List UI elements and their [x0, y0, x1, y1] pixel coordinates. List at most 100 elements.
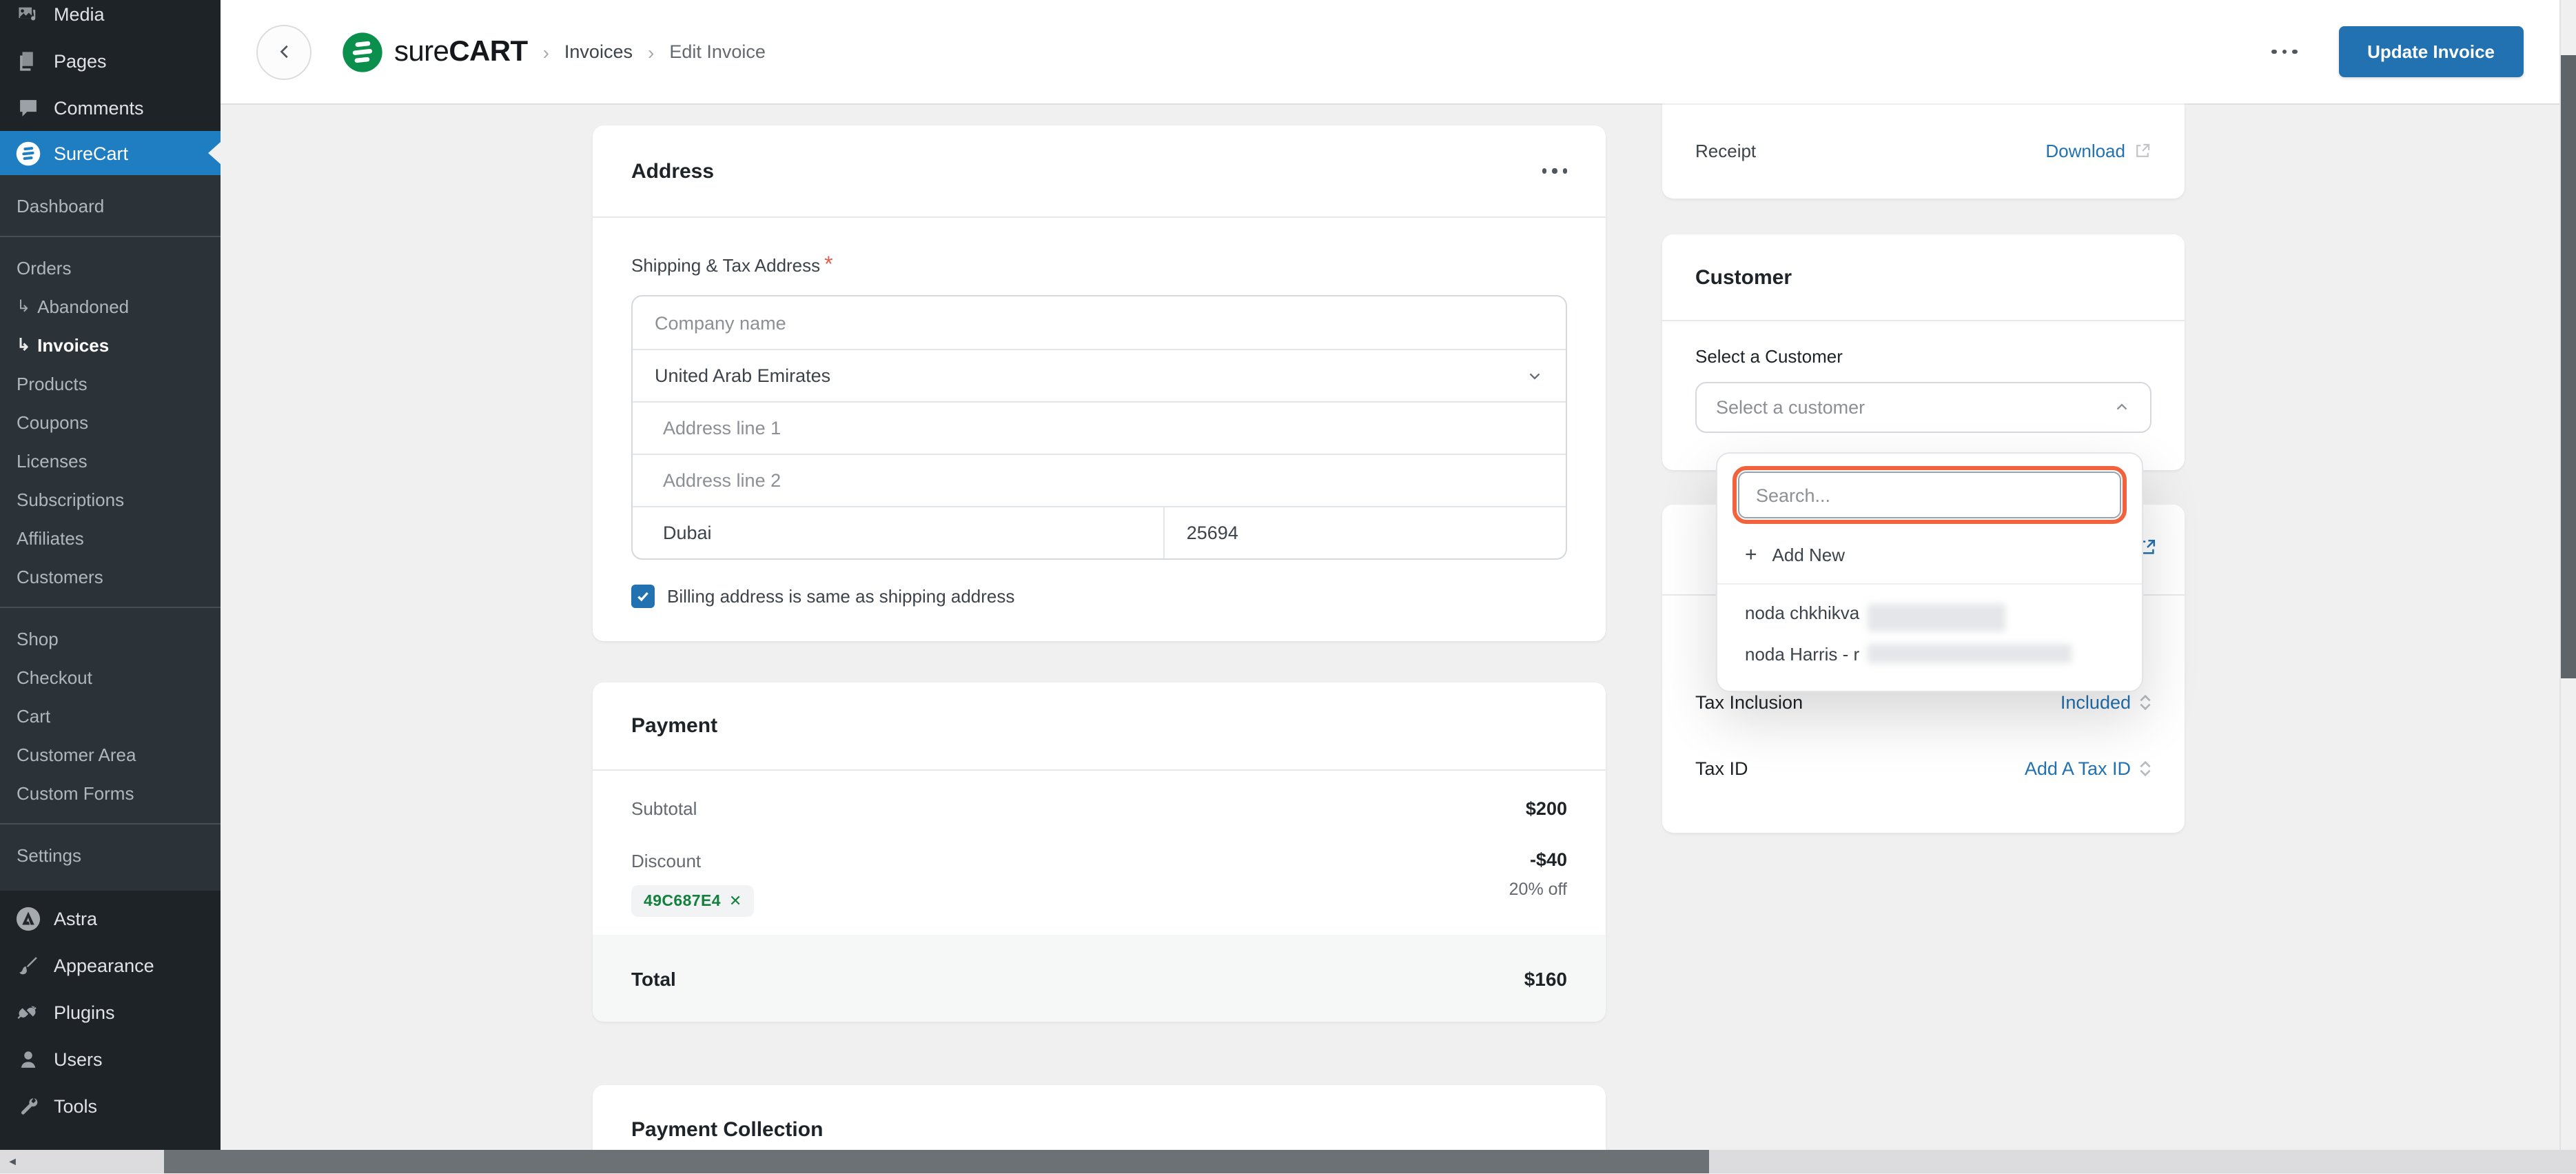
total-value: $160 — [1524, 967, 1567, 989]
subtotal-value: $200 — [1525, 798, 1567, 819]
receipt-label: Receipt — [1695, 141, 1757, 161]
breadcrumb-separator: › — [542, 41, 549, 63]
breadcrumb-edit-invoice: Edit Invoice — [669, 41, 766, 62]
payment-card: Payment Subtotal $200 Discount 49C687E4 … — [593, 682, 1606, 1022]
surecart-logo-icon — [343, 32, 382, 72]
sidebar-item-appearance[interactable]: Appearance — [0, 942, 221, 989]
sub-arrow-icon: ↳ — [17, 335, 31, 354]
back-button[interactable] — [256, 24, 311, 79]
customer-option[interactable]: noda Harris - r — [1717, 633, 2142, 674]
coupon-remove-icon[interactable]: ✕ — [728, 893, 742, 910]
sort-chevrons-icon — [2139, 761, 2151, 776]
sidebar-item-affiliates[interactable]: Affiliates — [17, 527, 84, 548]
sidebar-item-label: SureCart — [54, 143, 129, 163]
sidebar-item-products[interactable]: Products — [17, 373, 88, 394]
sidebar-item-subscriptions[interactable]: Subscriptions — [17, 489, 125, 509]
country-select[interactable]: United Arab Emirates — [633, 349, 1566, 401]
address-card: Address Shipping & Tax Address* United A… — [593, 125, 1606, 641]
sidebar-bottom-group: Astra Appearance Plugins Users — [0, 891, 221, 1129]
postal-code-input[interactable] — [1164, 507, 1566, 558]
breadcrumb-invoices[interactable]: Invoices — [564, 41, 633, 62]
scroll-left-arrow-icon[interactable]: ◄ — [7, 1155, 18, 1168]
payment-card-header: Payment — [593, 682, 1606, 771]
sidebar-item-astra[interactable]: Astra — [0, 895, 221, 942]
billing-same-checkbox-row: Billing address is same as shipping addr… — [631, 585, 1567, 608]
sidebar-item-orders[interactable]: Orders — [17, 257, 72, 278]
company-name-input[interactable] — [633, 296, 1566, 349]
sidebar-item-licenses[interactable]: Licenses — [17, 450, 88, 471]
add-new-customer-button[interactable]: + Add New — [1745, 543, 1846, 567]
sidebar-item-customer-area[interactable]: Customer Area — [17, 744, 136, 765]
sidebar-item-label: Users — [54, 1049, 103, 1069]
users-icon — [15, 1046, 41, 1072]
sidebar-item-checkout[interactable]: Checkout — [17, 667, 92, 687]
sidebar-item-media[interactable]: Media — [0, 0, 221, 37]
sidebar-item-label: Appearance — [54, 955, 154, 975]
tax-id-label: Tax ID — [1695, 758, 1748, 779]
horizontal-scrollbar-thumb[interactable] — [164, 1150, 1709, 1173]
sidebar-item-settings[interactable]: Settings — [17, 844, 81, 865]
sidebar-item-label: Pages — [54, 50, 107, 71]
customer-card-header: Customer — [1662, 234, 2185, 321]
download-link[interactable]: Download — [2045, 141, 2151, 161]
redacted-email — [1868, 644, 2072, 663]
more-actions-button[interactable] — [2271, 49, 2298, 54]
sidebar-item-tools[interactable]: Tools — [0, 1082, 221, 1129]
sidebar-item-users[interactable]: Users — [0, 1035, 221, 1082]
city-input[interactable] — [633, 507, 1163, 558]
address-more-button[interactable] — [1542, 168, 1567, 174]
sub-arrow-icon: ↳ — [17, 296, 31, 316]
payment-card-title: Payment — [631, 714, 718, 738]
customer-card-title: Customer — [1695, 265, 1792, 289]
tax-id-select[interactable]: Add A Tax ID — [2025, 758, 2151, 779]
sidebar-item-plugins[interactable]: Plugins — [0, 989, 221, 1035]
subtotal-row: Subtotal $200 — [631, 798, 1567, 819]
main-content: Address Shipping & Tax Address* United A… — [221, 103, 2559, 1150]
payment-collection-card: Payment Collection — [593, 1085, 1606, 1150]
appearance-icon — [15, 952, 41, 978]
address-line2-input[interactable] — [633, 455, 1566, 506]
arrow-left-icon — [279, 45, 287, 59]
sidebar-item-comments[interactable]: Comments — [0, 84, 221, 131]
tax-inclusion-select[interactable]: Included — [2061, 692, 2151, 713]
sidebar-item-shop[interactable]: Shop — [17, 628, 59, 649]
customer-card: Customer Select a Customer Select a cust… — [1662, 234, 2185, 470]
sidebar-item-pages[interactable]: Pages — [0, 37, 221, 84]
customer-search-input[interactable] — [1739, 473, 2120, 517]
sidebar-item-invoices[interactable]: ↳ Invoices — [17, 334, 110, 355]
customer-option[interactable]: noda chkhikva — [1717, 591, 2142, 633]
total-row: Total $160 — [593, 935, 1606, 1022]
sidebar-item-custom-forms[interactable]: Custom Forms — [17, 782, 134, 803]
sidebar-item-abandoned[interactable]: ↳ Abandoned — [17, 296, 130, 316]
sidebar-item-cart[interactable]: Cart — [17, 705, 51, 726]
surecart-brand[interactable]: sureCART — [342, 31, 528, 72]
address-line1-input[interactable] — [633, 403, 1566, 454]
tools-icon — [15, 1093, 41, 1119]
coupon-chip: 49C687E4 ✕ — [631, 885, 755, 917]
horizontal-scrollbar[interactable]: ◄ — [0, 1150, 2576, 1173]
sidebar-item-label: Media — [54, 3, 105, 24]
check-icon — [637, 591, 648, 602]
sidebar-item-label: Astra — [54, 908, 98, 929]
discount-value: -$40 — [1529, 849, 1567, 870]
customer-select-placeholder: Select a customer — [1716, 397, 1865, 418]
billing-same-checkbox[interactable] — [631, 585, 655, 608]
divider — [0, 236, 221, 237]
billing-same-label: Billing address is same as shipping addr… — [667, 586, 1015, 607]
vertical-scrollbar[interactable] — [2559, 0, 2576, 1150]
page-header: sureCART › Invoices › Edit Invoice Updat… — [221, 0, 2559, 103]
search-focus-ring — [1732, 466, 2127, 524]
sidebar-item-surecart[interactable]: SureCart — [0, 131, 221, 175]
customer-select[interactable]: Select a customer — [1695, 382, 2151, 433]
required-asterisk: * — [824, 254, 833, 277]
media-icon — [15, 1, 41, 27]
sidebar-item-dashboard[interactable]: Dashboard — [17, 195, 105, 216]
plugins-icon — [15, 999, 41, 1025]
update-invoice-button[interactable]: Update Invoice — [2338, 26, 2524, 77]
vertical-scrollbar-thumb[interactable] — [2561, 55, 2576, 678]
discount-note: 20% off — [1509, 880, 1567, 899]
sidebar-item-coupons[interactable]: Coupons — [17, 412, 89, 432]
external-link-icon — [2136, 143, 2150, 157]
sidebar-item-customers[interactable]: Customers — [17, 566, 103, 587]
